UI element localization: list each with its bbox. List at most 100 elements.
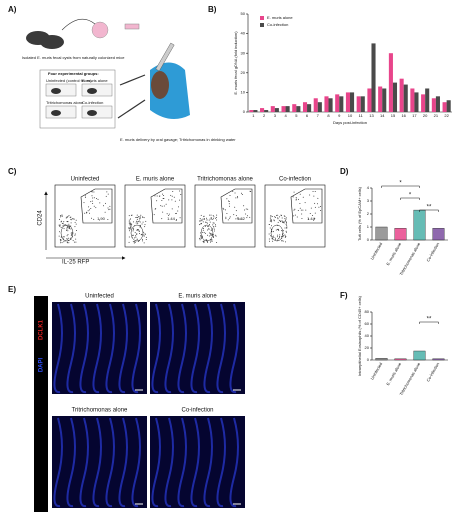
flow-dot bbox=[285, 230, 287, 232]
crypt-stain bbox=[229, 303, 239, 394]
flow-dot bbox=[241, 193, 243, 195]
flow-dot bbox=[269, 240, 271, 242]
flow-dot bbox=[144, 224, 146, 226]
y-tick-label: 1 bbox=[367, 224, 370, 229]
flow-dot bbox=[282, 240, 284, 242]
y-tick-label: 60 bbox=[365, 321, 370, 326]
flow-dot bbox=[61, 223, 63, 225]
flow-dot bbox=[67, 226, 69, 228]
flow-dot bbox=[198, 224, 200, 226]
y-tick-label: 0 bbox=[367, 357, 370, 362]
flow-dot bbox=[134, 235, 136, 237]
flow-dot bbox=[138, 215, 140, 217]
flow-dot bbox=[142, 216, 144, 218]
y-tick-label: 0 bbox=[243, 109, 246, 114]
crypt-stain bbox=[92, 417, 102, 508]
flow-dot bbox=[203, 215, 205, 217]
flow-dot bbox=[216, 219, 218, 221]
flow-dot bbox=[270, 214, 272, 216]
flow-dot bbox=[268, 233, 270, 235]
flow-dot bbox=[316, 203, 318, 205]
flow-dot bbox=[269, 227, 271, 229]
flow-dot bbox=[270, 225, 272, 227]
flow-dot bbox=[210, 229, 212, 231]
flow-dot bbox=[128, 236, 130, 238]
flow-dot bbox=[107, 207, 109, 209]
x-tick-label: E. muris alone bbox=[385, 361, 403, 386]
bar bbox=[421, 94, 426, 112]
flow-dot bbox=[213, 236, 215, 238]
flow-dot bbox=[202, 231, 204, 233]
sig-label: ** bbox=[427, 205, 432, 211]
axis-label: IL-25 RFP bbox=[62, 260, 89, 266]
flow-dot bbox=[140, 214, 142, 216]
flow-dot bbox=[133, 242, 135, 244]
flow-dot bbox=[90, 201, 92, 203]
flow-dot bbox=[139, 217, 141, 219]
plot-frame bbox=[54, 184, 116, 248]
crypt-stain bbox=[216, 303, 226, 394]
group-title: Four experimental groups: bbox=[48, 71, 99, 76]
y-tick-label: 10 bbox=[241, 89, 246, 94]
flow-dot bbox=[162, 211, 164, 213]
flow-dot bbox=[198, 220, 200, 222]
flow-dot bbox=[295, 199, 297, 201]
flow-dot bbox=[236, 196, 238, 198]
flow-dot bbox=[237, 197, 239, 199]
flow-dot bbox=[60, 220, 62, 222]
bar bbox=[324, 96, 329, 112]
flow-dot bbox=[70, 219, 72, 221]
flow-dot bbox=[285, 235, 287, 237]
flow-dot bbox=[215, 225, 217, 227]
flow-dot bbox=[128, 215, 130, 217]
flow-dot bbox=[136, 234, 138, 236]
bar bbox=[307, 104, 312, 112]
flow-dot bbox=[284, 236, 286, 238]
bar bbox=[413, 350, 426, 361]
flow-dot bbox=[137, 217, 139, 219]
flow-dot bbox=[162, 198, 164, 200]
flow-dot bbox=[200, 219, 202, 221]
tube-icon bbox=[124, 23, 140, 30]
flow-dot bbox=[285, 218, 287, 220]
bar bbox=[435, 96, 440, 112]
flow-dot bbox=[245, 208, 247, 210]
flow-dot bbox=[283, 222, 285, 224]
flow-dot bbox=[285, 241, 287, 243]
flow-dot bbox=[283, 221, 285, 223]
flow-dot bbox=[163, 205, 165, 207]
flow-dot bbox=[154, 195, 156, 197]
flow-dot bbox=[173, 196, 175, 198]
flow-dot bbox=[320, 210, 322, 212]
flow-dot bbox=[286, 227, 288, 229]
group-label: Co-infection bbox=[82, 100, 103, 105]
flow-dot bbox=[314, 218, 316, 220]
x-tick-label: 14 bbox=[380, 113, 385, 118]
flow-dot bbox=[235, 197, 237, 199]
flow-dot bbox=[135, 222, 137, 224]
flow-dot bbox=[104, 211, 106, 213]
y-tick-label: 40 bbox=[365, 333, 370, 338]
flow-dot bbox=[69, 237, 71, 239]
flow-dot bbox=[272, 240, 274, 242]
flow-dot bbox=[66, 216, 68, 218]
y-tick-label: 30 bbox=[241, 50, 246, 55]
flow-dot bbox=[294, 208, 296, 210]
flow-dot bbox=[273, 219, 275, 221]
flow-dot bbox=[228, 201, 230, 203]
flow-dot bbox=[235, 218, 237, 220]
flow-dot bbox=[281, 230, 283, 232]
flow-dot bbox=[136, 220, 138, 222]
mouse-icon bbox=[151, 71, 169, 99]
bar bbox=[281, 106, 286, 112]
flow-dot bbox=[211, 240, 213, 242]
flow-dot bbox=[275, 229, 277, 231]
y-tick-label: 50 bbox=[241, 11, 246, 16]
panel-label: F) bbox=[340, 291, 348, 300]
axis-label: CD24 bbox=[38, 210, 44, 226]
bar bbox=[414, 92, 419, 112]
crypt-stain bbox=[151, 417, 161, 508]
flow-dot bbox=[310, 207, 312, 209]
x-tick-label: E. muris alone bbox=[385, 241, 403, 266]
x-tick-label: Uninfected bbox=[369, 362, 383, 381]
